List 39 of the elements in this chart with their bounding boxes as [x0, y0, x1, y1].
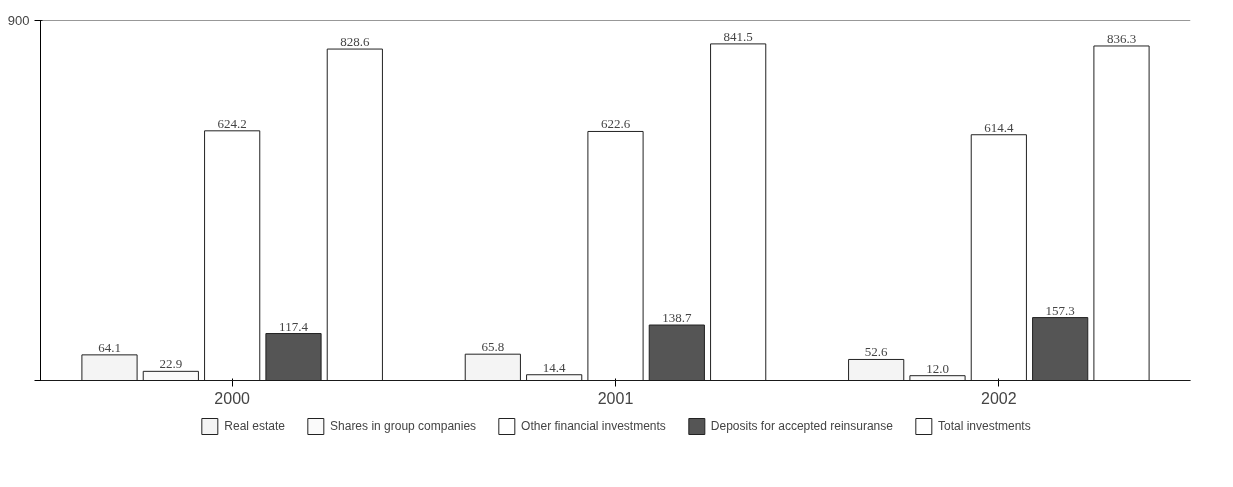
- data-label: 157.3: [1045, 302, 1075, 318]
- bar: [1093, 45, 1150, 381]
- bar: [81, 354, 138, 381]
- data-label: 622.6: [600, 116, 631, 132]
- data-label: 138.7: [662, 310, 692, 326]
- x-tick-label: 2001: [597, 389, 634, 407]
- data-label: 14.4: [542, 359, 567, 375]
- bar: [326, 48, 383, 381]
- data-label: 12.0: [926, 360, 949, 376]
- bar: [848, 358, 905, 381]
- legend-label: Real estate: [224, 419, 286, 433]
- legend-label: Other financial investments: [521, 419, 666, 433]
- bar: [1032, 317, 1089, 381]
- data-label: 836.3: [1106, 30, 1137, 46]
- bar: [909, 375, 966, 381]
- bar: [648, 324, 705, 381]
- bar: [464, 353, 521, 381]
- legend-label: Shares in group companies: [330, 419, 477, 433]
- bar: [204, 130, 261, 381]
- bar: [265, 333, 322, 381]
- legend-label: Total investments: [937, 419, 1031, 433]
- data-label: 64.1: [98, 339, 121, 355]
- data-label: 624.2: [217, 115, 247, 131]
- data-label: 828.6: [340, 34, 370, 50]
- bar: [526, 374, 583, 381]
- x-tick-label: 2002: [981, 389, 1017, 407]
- data-label: 117.4: [279, 318, 309, 334]
- bar: [142, 370, 199, 381]
- x-tick-label: 2000: [214, 389, 251, 407]
- bar: [710, 43, 767, 381]
- data-label: 22.9: [159, 356, 183, 372]
- legend-label: Deposits for accepted reinsuranse: [710, 419, 893, 433]
- data-label: 841.5: [723, 28, 753, 44]
- data-label: 52.6: [864, 344, 889, 360]
- data-label: 65.8: [481, 339, 505, 355]
- y-tick-label: 900: [7, 13, 30, 28]
- bar: [970, 134, 1027, 381]
- bar: [587, 130, 644, 381]
- data-label: 614.4: [984, 119, 1014, 135]
